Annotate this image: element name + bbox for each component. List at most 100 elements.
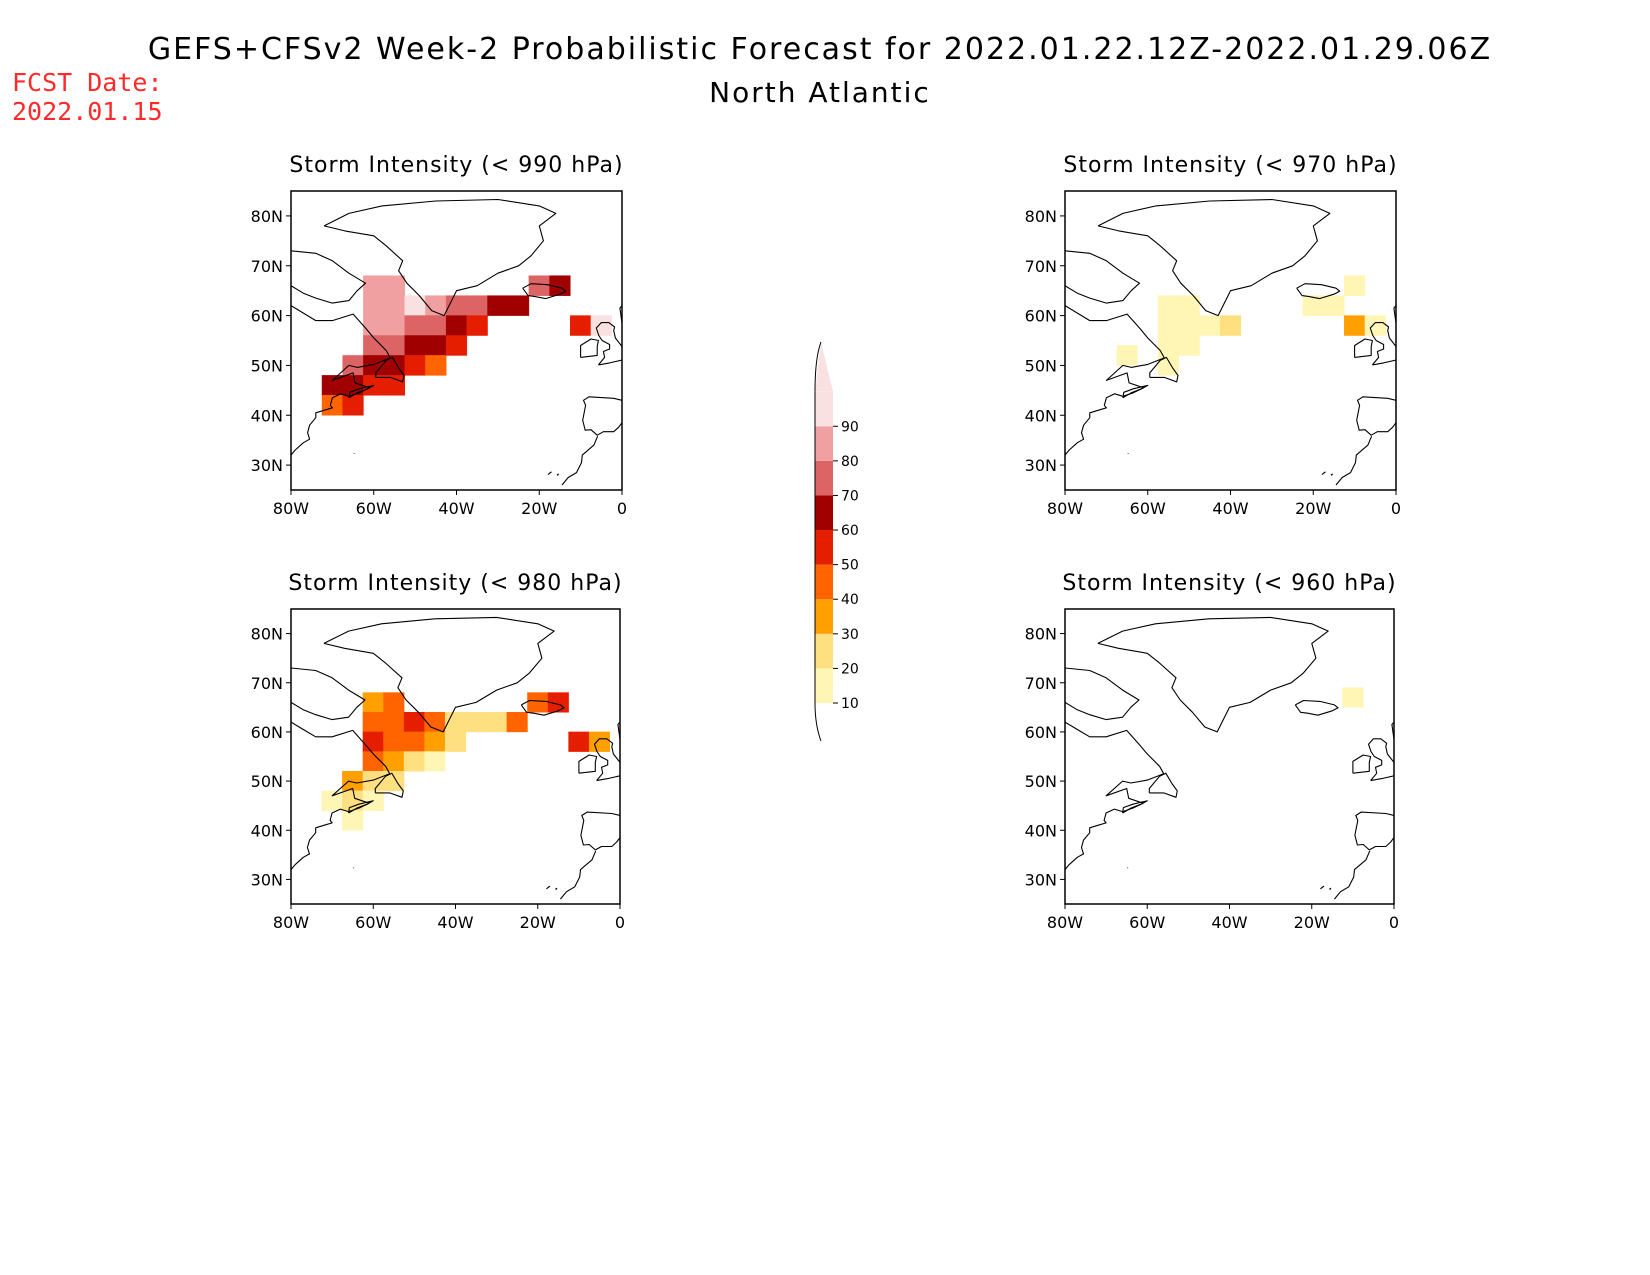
coastline-greenland [323, 198, 557, 317]
probability-cell [342, 810, 364, 831]
lon-tick-label: 80W [273, 499, 309, 518]
lat-tick-label: 30N [1025, 870, 1057, 889]
colorbar-label: 10 [841, 696, 859, 712]
lon-tick-label: 40W [437, 913, 473, 932]
panel-title: Storm Intensity (< 980 hPa) [288, 571, 622, 596]
coastline-ireland [1354, 338, 1373, 358]
map-panel-p980: Storm Intensity (< 980 hPa) 80W 60W 40W 20W 0… [251, 571, 625, 932]
map-frame [1064, 190, 1397, 491]
probability-cell [445, 335, 468, 356]
coastline-morocco [1333, 850, 1371, 900]
probability-cell [1157, 315, 1180, 336]
coastline-morocco [561, 435, 599, 486]
probability-cell [486, 712, 508, 733]
colorbar-label: 80 [841, 454, 859, 470]
probability-cell [363, 275, 385, 296]
probability-cell [383, 731, 405, 752]
colorbar-swatch [815, 599, 833, 634]
coastline-greenland [1097, 616, 1329, 733]
lon-tick-label: 40W [438, 499, 474, 518]
colorbar-swatch [815, 391, 833, 427]
lon-tick-label: 60W [1130, 499, 1166, 518]
coastline-newfoundland [1148, 772, 1178, 798]
lat-tick-label: 40N [251, 821, 283, 840]
page-title: GEFS+CFSv2 Week-2 Probabilistic Forecast… [147, 32, 1493, 67]
panel-title: Storm Intensity (< 960 hPa) [1062, 571, 1396, 596]
probability-cell [1199, 315, 1221, 336]
probability-cell [404, 355, 426, 376]
lat-tick-label: 60N [251, 307, 283, 326]
map-body [1065, 616, 1394, 900]
lon-tick-label: 0 [617, 499, 627, 518]
probability-cell [404, 335, 426, 356]
probability-cell [425, 355, 447, 376]
coastline-morocco [1335, 435, 1373, 486]
coastline-britain [595, 322, 622, 366]
lat-tick-label: 50N [1025, 772, 1057, 791]
coastline-canaries2 [1329, 887, 1332, 890]
map-panel-p990: Storm Intensity (< 990 hPa) 80W 60W 40W 20W 0… [251, 153, 627, 518]
colorbar-swatch [815, 460, 833, 496]
lat-tick-label: 60N [1025, 307, 1057, 326]
lon-tick-label: 0 [1389, 913, 1399, 932]
lat-tick-label: 80N [251, 625, 283, 644]
probability-cell [465, 712, 487, 733]
lon-tick-label: 20W [1294, 913, 1330, 932]
colorbar-swatch [815, 668, 833, 703]
colorbar-label: 90 [841, 419, 859, 435]
lat-tick-label: 70N [251, 674, 283, 693]
probability-cell [425, 335, 447, 356]
probability-cell [362, 692, 384, 713]
coastline-iberia [582, 396, 622, 436]
lon-tick-label: 20W [520, 913, 556, 932]
colorbar-swatch [815, 564, 833, 600]
coastline-newfoundland [374, 772, 404, 798]
probability-cell [466, 295, 488, 316]
region-title: North Atlantic [709, 76, 931, 109]
colorbar-label: 70 [841, 488, 859, 504]
coastline-baffin [291, 250, 367, 304]
map-body [1065, 198, 1396, 486]
probability-cell [1116, 345, 1138, 366]
colorbar-swatch [815, 495, 833, 531]
probability-cell [1178, 335, 1200, 356]
probability-cell [1342, 687, 1364, 708]
coastline-iceland [522, 283, 567, 300]
lon-tick-label: 20W [1295, 499, 1331, 518]
coastline-ireland [578, 754, 598, 774]
coastline-baffin [291, 667, 366, 721]
probability-cell [487, 295, 509, 316]
lon-tick-label: 80W [273, 913, 309, 932]
probability-cell [588, 731, 610, 752]
map-body [291, 616, 620, 900]
lat-tick-label: 60N [1025, 723, 1057, 742]
coastline-iberia [1354, 811, 1394, 851]
coastline-newfoundland [375, 356, 405, 383]
lat-tick-label: 50N [251, 772, 283, 791]
lat-tick-label: 40N [1025, 406, 1057, 425]
lat-tick-label: 50N [1025, 356, 1057, 375]
coastline-britain [593, 738, 620, 782]
lat-tick-label: 40N [251, 406, 283, 425]
coastline-iceland [1296, 283, 1341, 300]
lat-tick-label: 60N [251, 723, 283, 742]
colorbar: 10 20 30 40 50 60 70 80 90 [814, 341, 859, 742]
coastline-nova [1122, 800, 1148, 814]
probability-cell [404, 315, 426, 336]
lon-tick-label: 0 [1391, 499, 1401, 518]
probability-cell [403, 731, 425, 752]
probability-cell [528, 275, 550, 296]
colorbar-swatch [815, 530, 833, 565]
probability-cell [342, 395, 364, 416]
probability-cell [321, 790, 343, 811]
probability-cell [506, 712, 528, 733]
probability-cell [424, 731, 446, 752]
coastline-newfoundland [1149, 356, 1179, 383]
panel-title: Storm Intensity (< 970 hPa) [1063, 153, 1397, 178]
coastline-canaries [546, 885, 551, 890]
coastline-ireland [1352, 754, 1372, 774]
probability-cell [1344, 275, 1366, 296]
probability-cell [445, 315, 468, 336]
probability-cell [444, 731, 467, 752]
probability-cell [383, 692, 405, 713]
